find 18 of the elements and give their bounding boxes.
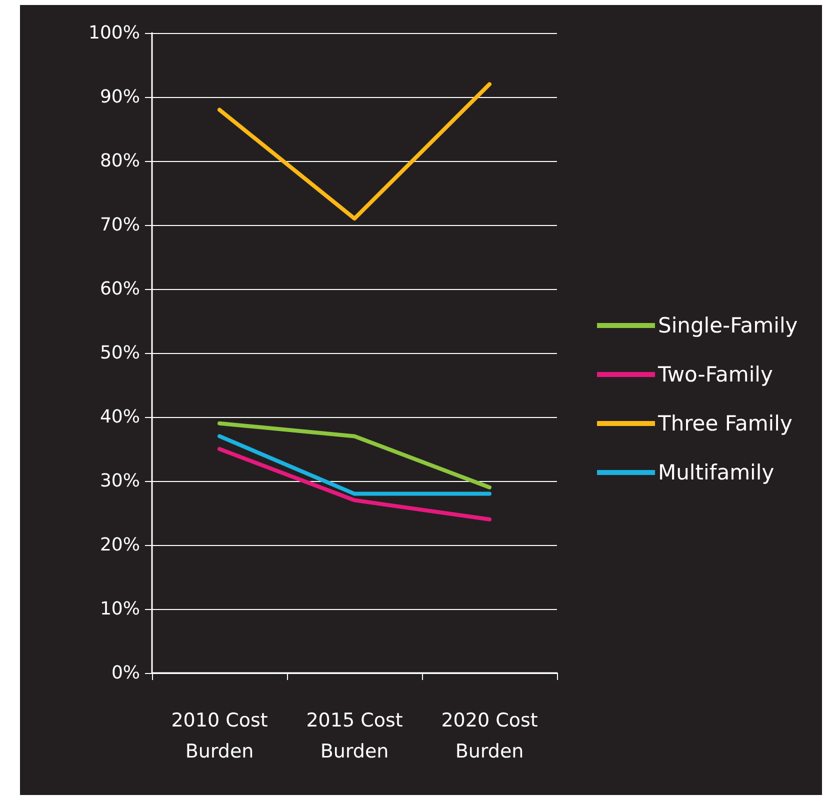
- legend-label: Single-Family: [658, 314, 798, 338]
- y-tick-label: 0%: [111, 662, 140, 684]
- legend-label: Two-Family: [657, 362, 773, 386]
- legend-label: Three Family: [657, 412, 792, 436]
- y-tick-label: 20%: [100, 534, 140, 556]
- legend-label: Multifamily: [658, 460, 774, 484]
- y-tick-label: 30%: [100, 470, 140, 492]
- y-tick-label: 50%: [100, 342, 140, 364]
- y-tick-label: 80%: [100, 150, 140, 172]
- x-tick-label: 2020 Cost Burden: [441, 710, 538, 762]
- y-tick-label: 100%: [88, 22, 140, 44]
- y-tick-label: 70%: [100, 214, 140, 236]
- y-tick-label: 40%: [100, 406, 140, 428]
- y-tick-label: 60%: [100, 278, 140, 300]
- y-tick-label: 90%: [100, 86, 140, 108]
- x-tick-label: 2010 Cost Burden: [171, 710, 268, 762]
- y-tick-label: 10%: [100, 598, 140, 620]
- x-tick-label: 2015 Cost Burden: [306, 710, 403, 762]
